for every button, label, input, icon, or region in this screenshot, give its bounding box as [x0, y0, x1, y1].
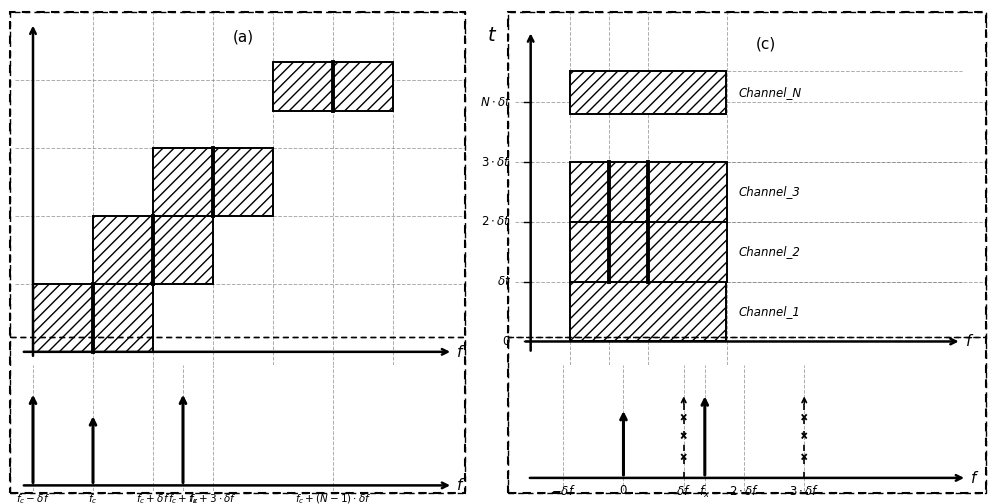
Text: (a): (a) [232, 30, 254, 44]
Bar [609, 162, 648, 222]
Bar [570, 282, 726, 342]
Text: $-\delta f$: $-\delta f$ [551, 484, 576, 498]
Text: $f_c+f_x$: $f_c+f_x$ [168, 492, 198, 504]
Text: Channel_1: Channel_1 [738, 305, 800, 318]
Text: $N\cdot\delta t$: $N\cdot\delta t$ [480, 96, 511, 109]
Text: $2\cdot\delta t$: $2\cdot\delta t$ [481, 215, 511, 228]
Text: $2\cdot\delta f$: $2\cdot\delta f$ [729, 484, 759, 498]
Text: $0$: $0$ [502, 335, 511, 348]
Bar [273, 62, 333, 111]
Text: $3\cdot\delta t$: $3\cdot\delta t$ [481, 156, 511, 169]
Bar [648, 222, 726, 282]
Text: $f_c-\delta f$: $f_c-\delta f$ [16, 492, 50, 504]
Bar [93, 284, 153, 352]
Text: $f_c$: $f_c$ [88, 492, 98, 504]
Text: Channel_2: Channel_2 [738, 245, 800, 258]
Bar [93, 216, 153, 284]
Text: $t$: $t$ [487, 26, 497, 45]
Text: $0$: $0$ [619, 484, 628, 497]
Bar [570, 222, 609, 282]
Text: $\delta t$: $\delta t$ [497, 275, 511, 288]
Bar [33, 284, 93, 352]
Text: $f$: $f$ [456, 344, 465, 360]
Text: $f$: $f$ [970, 470, 979, 486]
Text: $f_c+\delta f$: $f_c+\delta f$ [136, 492, 170, 504]
Bar [153, 148, 213, 216]
Text: $f$: $f$ [456, 477, 465, 493]
Bar [570, 71, 726, 114]
Text: $f_x$: $f_x$ [699, 484, 710, 500]
Bar [570, 162, 609, 222]
Bar [213, 148, 273, 216]
Text: $f$: $f$ [965, 334, 975, 349]
Text: $f_c+3\cdot\delta f$: $f_c+3\cdot\delta f$ [189, 492, 237, 504]
Text: $3\cdot\delta f$: $3\cdot\delta f$ [789, 484, 820, 498]
Text: Channel_3: Channel_3 [738, 185, 800, 199]
Text: Channel_N: Channel_N [738, 86, 801, 99]
Bar [153, 216, 213, 284]
Text: $f_c+(N-1)\cdot\delta f$: $f_c+(N-1)\cdot\delta f$ [295, 492, 371, 504]
Bar [333, 62, 393, 111]
Text: $\delta f$: $\delta f$ [676, 484, 691, 498]
Text: (c): (c) [756, 36, 776, 51]
Bar [609, 222, 648, 282]
Bar [648, 162, 726, 222]
